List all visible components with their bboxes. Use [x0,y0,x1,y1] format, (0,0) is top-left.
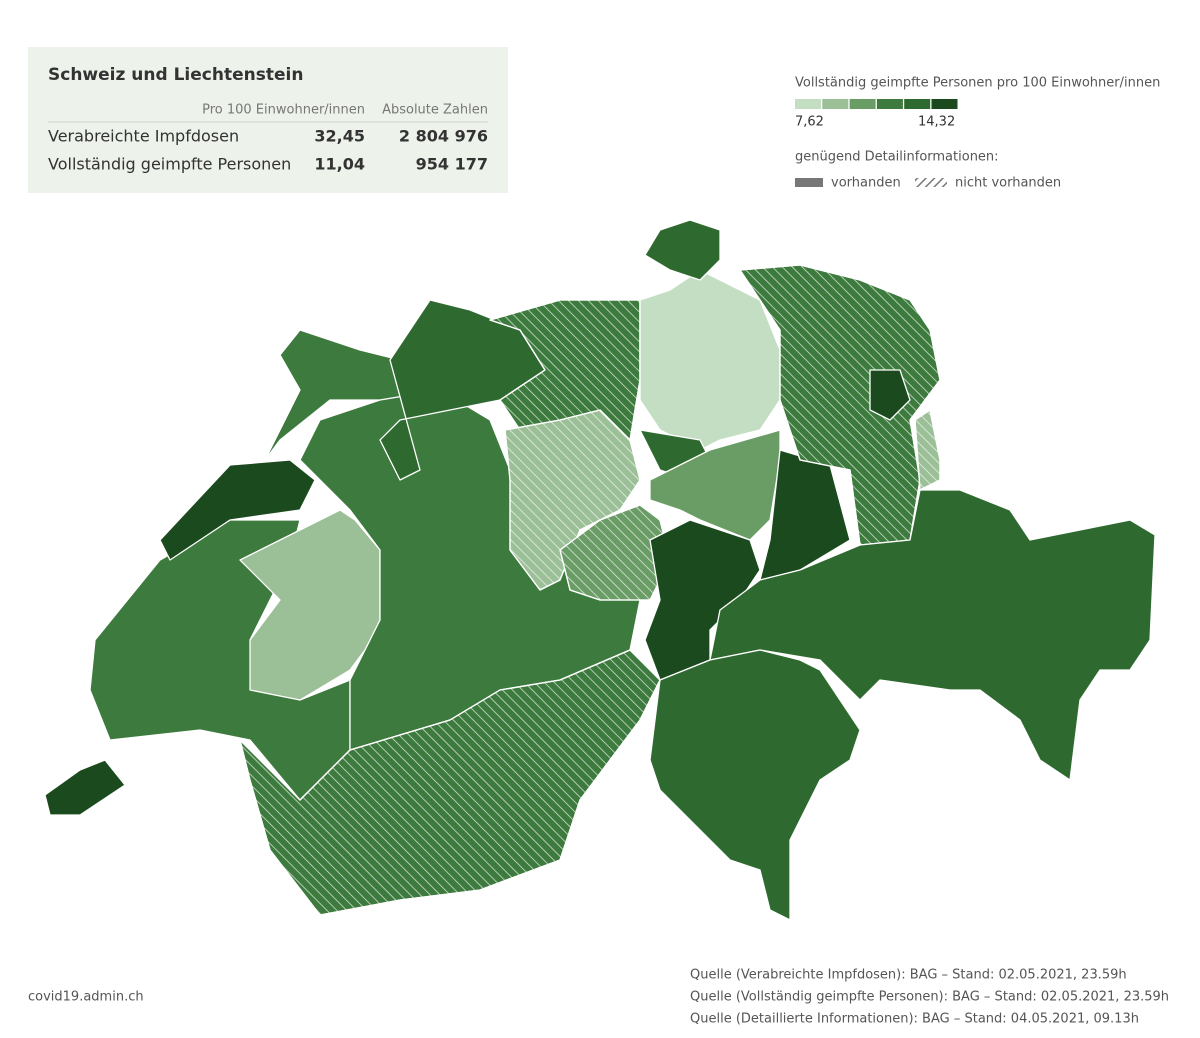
map [44,219,1156,921]
canton [869,369,911,421]
legend-swatch [795,99,821,109]
canton-hatching [914,409,941,491]
row-label: Verabreichte Impfdosen [48,127,239,146]
summary-title: Schweiz und Liechtenstein [48,65,303,85]
column-header: Pro 100 Einwohner/innen [202,103,365,118]
detail-item: nicht vorhanden [955,176,1061,191]
row-value: 32,45 [314,127,365,146]
detail-title: genügend Detailinformationen: [795,150,999,165]
canton [379,299,546,481]
canton [89,519,351,801]
legend-swatch [904,99,931,109]
column-header: Absolute Zahlen [382,103,488,118]
row-value: 2 804 976 [399,127,488,146]
canton [44,759,126,816]
legend-min: 7,62 [795,115,824,130]
canton [644,219,721,281]
detail-item: vorhanden [831,176,901,191]
legend-swatch [822,99,849,109]
row-value: 954 177 [416,155,488,174]
legend-max: 14,32 [918,115,955,130]
source: Quelle (Detaillierte Informationen): BAG… [690,1012,1139,1027]
site-name: covid19.admin.ch [28,990,144,1005]
legend-title: Vollständig geimpfte Personen pro 100 Ei… [795,76,1160,91]
canton [709,489,1156,781]
canton-hatching [239,649,661,916]
canton [264,329,401,461]
row-value: 11,04 [314,155,365,174]
source: Quelle (Vollständig geimpfte Personen): … [690,990,1169,1005]
row-label: Vollständig geimpfte Personen [48,155,291,174]
legend-swatch [876,99,903,109]
detail-swatch-hatched [915,178,947,187]
detail-swatch [795,178,823,187]
canton [649,429,781,541]
legend-swatch [931,99,958,109]
legend: Vollständig geimpfte Personen pro 100 Ei… [795,76,1160,191]
source: Quelle (Verabreichte Impfdosen): BAG – S… [690,968,1127,983]
canton [649,649,861,921]
summary-box: Schweiz und Liechtenstein Pro 100 Einwoh… [28,47,508,193]
canton [159,459,316,561]
canton [644,519,761,681]
legend-swatch [849,99,876,109]
summary-background [28,47,508,193]
